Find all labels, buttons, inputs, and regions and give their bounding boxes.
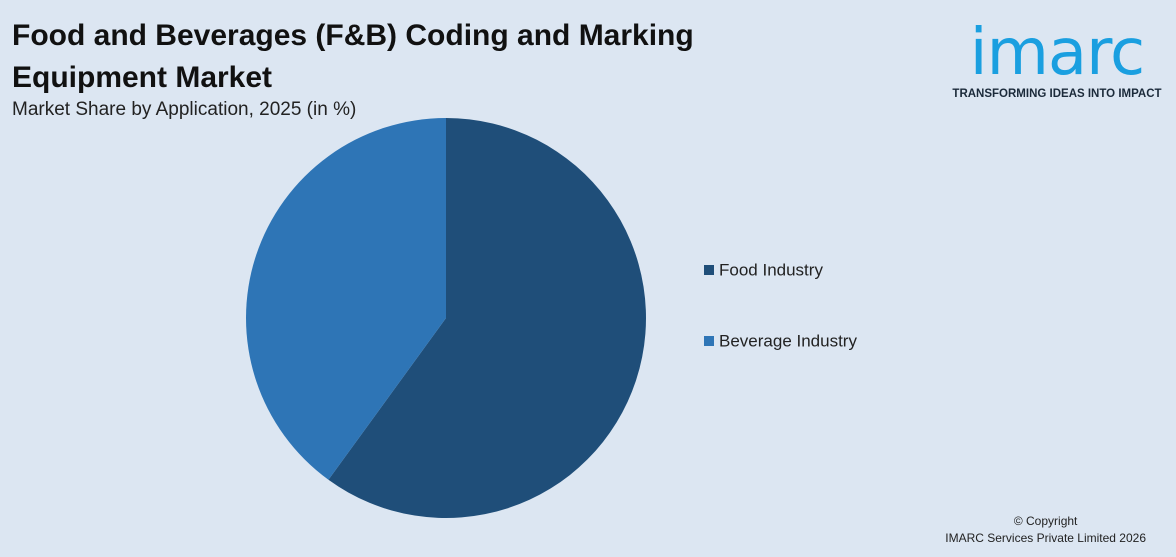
pie-slice [328,118,646,519]
legend-label: Beverage Industry [719,331,857,350]
logo-tagline: TRANSFORMING IDEAS INTO IMPACT [952,88,1162,100]
legend-swatch [704,336,714,346]
footer: © Copyright IMARC Services Private Limit… [945,513,1146,547]
company: IMARC Services Private Limited 2026 [945,531,1146,545]
logo: imarc TRANSFORMING IDEAS INTO IMPACT [944,18,1170,100]
pie-slice [246,117,446,480]
chart-title: Food and Beverages (F&B) Coding and Mark… [12,19,694,94]
legend-swatch [704,265,714,275]
logo-name: imarc [969,16,1145,90]
chart-subtitle: Market Share by Application, 2025 (in %) [12,99,357,120]
legend-label: Food Industry [719,260,823,279]
copyright: © Copyright [1013,514,1078,528]
